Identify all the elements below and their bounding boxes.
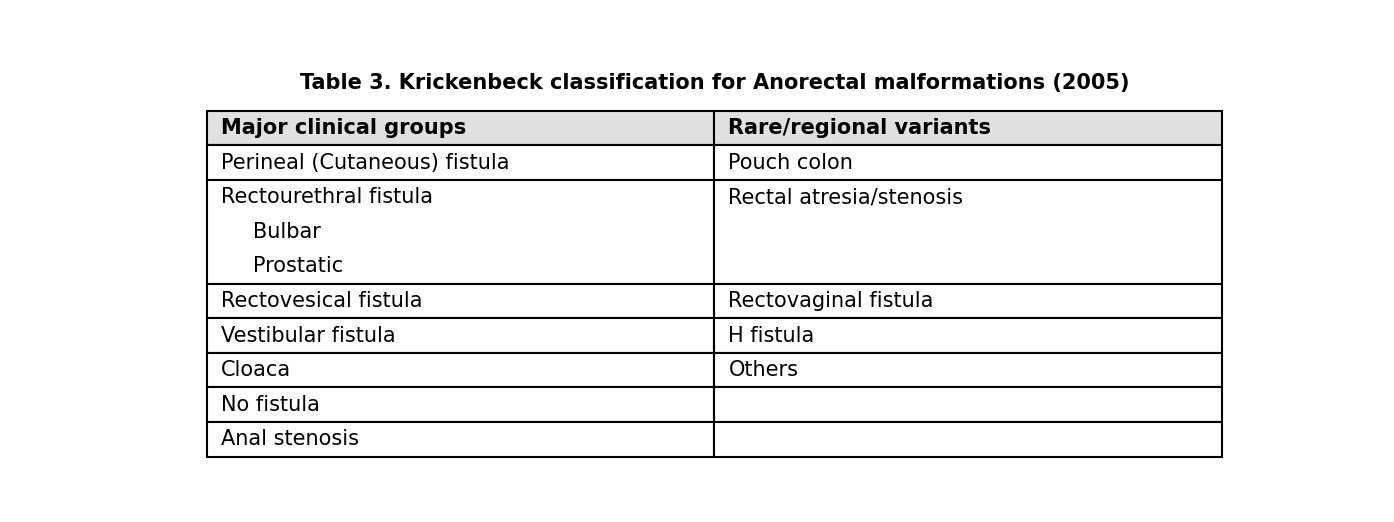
- Bar: [715, 180, 1223, 284]
- Text: No fistula: No fistula: [220, 395, 319, 414]
- Text: Rectovesical fistula: Rectovesical fistula: [220, 291, 422, 311]
- Bar: [206, 111, 715, 146]
- Text: Rectourethral fistula: Rectourethral fistula: [220, 187, 432, 207]
- Text: Pouch colon: Pouch colon: [729, 153, 853, 173]
- Bar: [715, 353, 1223, 387]
- Bar: [715, 318, 1223, 353]
- Bar: [715, 284, 1223, 318]
- Bar: [206, 422, 715, 457]
- Text: Rare/regional variants: Rare/regional variants: [729, 118, 991, 138]
- Bar: [206, 284, 715, 318]
- Bar: [715, 146, 1223, 180]
- Bar: [715, 111, 1223, 146]
- Text: Table 3. Krickenbeck classification for Anorectal malformations (2005): Table 3. Krickenbeck classification for …: [300, 73, 1129, 93]
- Text: H fistula: H fistula: [729, 326, 814, 346]
- Bar: [206, 146, 715, 180]
- Text: Perineal (Cutaneous) fistula: Perineal (Cutaneous) fistula: [220, 153, 509, 173]
- Text: Rectovaginal fistula: Rectovaginal fistula: [729, 291, 934, 311]
- Bar: [206, 318, 715, 353]
- Bar: [715, 422, 1223, 457]
- Bar: [715, 387, 1223, 422]
- Bar: [206, 180, 715, 284]
- Text: Bulbar: Bulbar: [254, 222, 321, 242]
- Text: Rectal atresia/stenosis: Rectal atresia/stenosis: [729, 187, 963, 207]
- Bar: [206, 387, 715, 422]
- Text: Prostatic: Prostatic: [254, 256, 343, 277]
- Text: Major clinical groups: Major clinical groups: [220, 118, 466, 138]
- Bar: [206, 353, 715, 387]
- Text: Cloaca: Cloaca: [220, 360, 291, 380]
- Text: Anal stenosis: Anal stenosis: [220, 429, 358, 449]
- Text: Vestibular fistula: Vestibular fistula: [220, 326, 396, 346]
- Text: Others: Others: [729, 360, 799, 380]
